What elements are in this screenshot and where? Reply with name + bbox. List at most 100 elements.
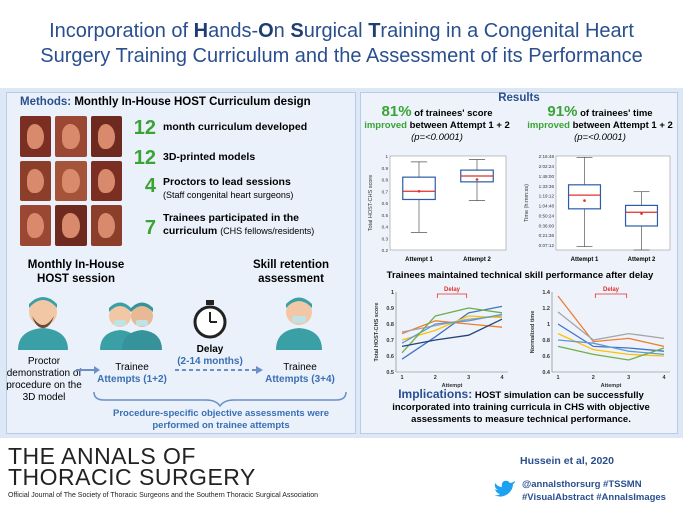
x-tick-label: Attempt 2	[628, 257, 656, 263]
trainee-icon	[276, 297, 322, 350]
series-line	[557, 295, 665, 348]
delay-bracket	[594, 293, 628, 298]
delay-tag: Delay	[603, 287, 620, 293]
social-handles: @annalsthorsurg #TSSMN #VisualAbstract #…	[522, 479, 666, 503]
x-axis-label: Attempt	[442, 383, 463, 389]
y-tick-label: 0.4	[382, 225, 389, 230]
y-tick-label: 2:16:48	[539, 154, 555, 159]
y-tick-label: 0.8	[386, 322, 394, 328]
mean-point	[475, 178, 479, 181]
y-axis-label: Normalized time	[530, 311, 536, 353]
title-line-1: Incorporation of Hands-On Surgical Train…	[49, 20, 634, 42]
title-line-2: Surgery Training Curriculum and the Asse…	[40, 45, 643, 67]
score-result: 81% of trainees' score improved between …	[364, 103, 510, 143]
box	[624, 204, 659, 227]
journal-logo: THE ANNALS OF THORACIC SURGERY	[8, 443, 256, 490]
x-tick-label: 1	[400, 375, 403, 381]
y-tick-label: 1.4	[542, 290, 551, 296]
series-line	[401, 307, 503, 354]
mean-point	[640, 212, 643, 215]
y-tick-label: 0:21:36	[539, 233, 555, 238]
y-tick-label: 0.9	[386, 306, 394, 312]
session-label: Monthly In-House HOST session	[27, 259, 125, 285]
stat-proctors: 4 Proctors to lead sessions (Staff conge…	[144, 175, 294, 200]
mean-point	[417, 189, 421, 193]
y-tick-label: 0:36:00	[539, 223, 555, 228]
y-tick-label: 0.6	[386, 354, 394, 360]
plot-area	[555, 155, 671, 251]
x-tick-label: 3	[627, 375, 630, 381]
box	[402, 176, 436, 201]
y-tick-label: 2:02:24	[539, 164, 555, 169]
x-tick-label: 1	[556, 375, 559, 381]
x-axis-label: Attempt	[601, 383, 622, 389]
delay-tag: Delay	[444, 287, 461, 293]
series-line	[401, 305, 503, 360]
y-tick-label: 1	[547, 322, 550, 328]
x-tick-label: Attempt 1	[571, 257, 599, 263]
x-tick-label: 2	[592, 375, 595, 381]
x-tick-label: 4	[662, 375, 666, 381]
retention-label: Skill retention assessment	[252, 259, 330, 285]
stat-models: 12 3D-printed models	[133, 147, 256, 169]
x-tick-label: Attempt 1	[405, 257, 433, 263]
trainee2-label: Trainee Attempts (3+4)	[265, 362, 335, 385]
series-line	[557, 339, 665, 356]
series-line	[557, 345, 665, 361]
assessment-bracket	[93, 391, 347, 408]
y-tick-label: 1	[385, 154, 388, 159]
y-tick-label: 1	[391, 290, 394, 296]
proctor-text: Proctor demonstration of procedure on th…	[6, 356, 82, 403]
y-tick-label: 0.9	[382, 166, 389, 171]
x-tick-label: 4	[500, 375, 504, 381]
mean-point	[583, 199, 586, 202]
x-tick-label: 2	[434, 375, 437, 381]
page-title: Incorporation of Hands-On Surgical Train…	[0, 0, 683, 88]
y-tick-label: 0.7	[386, 338, 394, 344]
implications: Implications: HOST simulation can be suc…	[392, 387, 650, 425]
flow-arrows	[76, 366, 263, 374]
stopwatch-icon	[193, 300, 227, 339]
results-panel	[360, 92, 678, 434]
time-linechart: 0.4 0.6 0.8 1 1.2 1.4 1 2 3 4 Attempt Normalized ti…	[530, 287, 670, 389]
y-tick-label: 0.6	[382, 201, 389, 206]
y-tick-label: 1:33:36	[539, 184, 555, 189]
y-tick-label: 0.5	[382, 213, 389, 218]
journal-subtitle: Official Journal of The Society of Thora…	[8, 492, 318, 499]
score-boxplot: 0.2 0.3 0.4 0.5 0.6 0.7 0.8 0.9 1 Total HOST-CHS …	[368, 154, 507, 263]
box	[567, 184, 602, 210]
methods-header: Methods: Monthly In-House HOST Curriculu…	[20, 96, 311, 108]
trainee1-label: Trainee Attempts (1+2)	[97, 362, 167, 385]
time-result: 91% of trainees' time improved between A…	[527, 103, 673, 143]
y-tick-label: 1:04:48	[539, 204, 555, 209]
trainee-group-icon	[100, 302, 162, 350]
delay-label: Delay (2-14 months)	[177, 344, 243, 367]
y-tick-label: 0.6	[542, 354, 550, 360]
results-header: Results	[498, 92, 540, 104]
y-tick-label: 0.2	[382, 248, 389, 253]
y-tick-label: 0.8	[382, 178, 389, 183]
time-boxplot: 0:07:12 0:21:36 0:36:00 0:50:24 1:04:48 1:19:…	[524, 154, 671, 263]
twitter-icon	[494, 480, 515, 497]
citation: Hussein et al, 2020	[520, 455, 614, 467]
y-tick-label: 0.7	[382, 189, 389, 194]
delay-bracket	[436, 293, 468, 298]
stat-trainees: 7 Trainees participated in the curriculu…	[144, 212, 315, 239]
series-line	[557, 311, 665, 341]
y-axis-label: Total HOST-CHS score	[374, 303, 380, 362]
heart-models-image	[20, 116, 122, 246]
score-linechart: 0.5 0.6 0.7 0.8 0.9 1 1 2 3 4 Attempt Total HOST-CH…	[374, 287, 508, 389]
plot-area	[389, 155, 507, 251]
assessment-footnote: Procedure-specific objective assessments…	[113, 408, 329, 431]
maintained-caption: Trainees maintained technical skill perf…	[386, 270, 654, 281]
y-tick-label: 0.3	[382, 236, 389, 241]
x-tick-label: 3	[467, 375, 470, 381]
y-tick-label: 1.2	[542, 306, 550, 312]
x-tick-label: Attempt 2	[463, 257, 491, 263]
y-tick-label: 0.4	[542, 370, 551, 376]
y-tick-label: 0.8	[542, 338, 550, 344]
y-tick-label: 1:48:00	[539, 174, 555, 179]
y-tick-label: 0.5	[386, 370, 394, 376]
series-line	[401, 318, 503, 348]
